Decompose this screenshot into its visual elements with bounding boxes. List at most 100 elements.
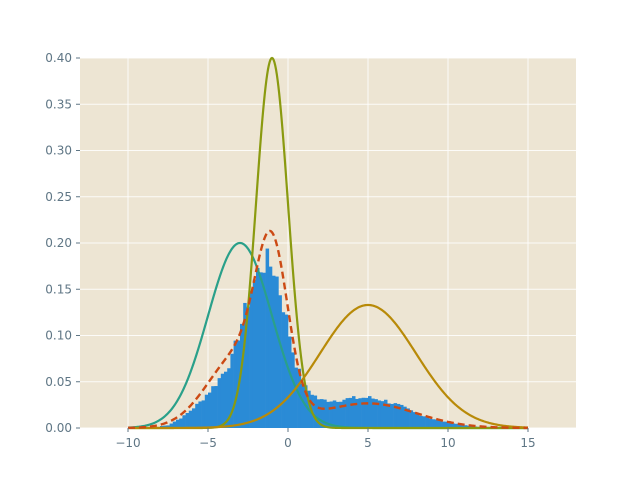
y-tick-label: 0.05 [45, 375, 72, 389]
histogram-bar [460, 425, 465, 428]
density-curve-3 [128, 303, 529, 430]
histogram-bar [182, 415, 186, 428]
histogram-bar [259, 272, 263, 428]
histogram-bar [345, 398, 350, 428]
histogram-bar [425, 417, 430, 428]
y-tick-label: 0.25 [45, 190, 72, 204]
histogram-bar [275, 276, 279, 428]
histogram-bar [396, 403, 401, 428]
histogram-bar [300, 383, 305, 428]
histogram-bar [361, 397, 366, 428]
x-tick-label: 10 [440, 436, 455, 450]
y-tick-label: 0.40 [45, 51, 72, 65]
histogram-bar [185, 412, 190, 428]
histogram-bar [198, 401, 202, 428]
histogram-bar [444, 421, 449, 428]
histogram-bar [441, 421, 446, 428]
histogram-bar [329, 401, 334, 428]
histogram-bar [163, 425, 167, 428]
histogram-bar [297, 368, 302, 428]
histogram-bar [339, 401, 343, 428]
histogram-bar [262, 272, 266, 428]
histogram-bar [412, 412, 417, 428]
histogram-bar [342, 399, 346, 428]
histogram-bar [243, 302, 247, 428]
histogram-bar [281, 312, 286, 428]
histogram-bar [380, 401, 385, 428]
histogram-bar [246, 306, 250, 428]
histogram-bar [256, 267, 260, 428]
histogram-bar [201, 400, 206, 428]
histogram-bar [428, 418, 433, 428]
histogram-bar [208, 392, 212, 428]
histogram-bar [400, 404, 404, 428]
histogram-bar [403, 406, 407, 428]
histogram-bar [192, 408, 196, 428]
density-curve-4 [127, 229, 528, 430]
histogram-bar [284, 314, 289, 428]
histogram-bar [217, 378, 222, 428]
histogram-bar [467, 425, 471, 428]
histogram-bar [368, 396, 372, 428]
histogram-bar [364, 397, 369, 428]
x-tick-label: 5 [364, 436, 372, 450]
y-tick-label: 0.20 [45, 236, 72, 250]
histogram-bar [464, 425, 468, 428]
histogram-bar [166, 425, 170, 428]
histogram-bar [371, 398, 375, 428]
histogram-bar [435, 419, 439, 428]
histogram-bar [169, 423, 174, 428]
histogram-bar [355, 398, 359, 428]
x-tick-label: −10 [115, 436, 140, 450]
y-tick-label: 0.10 [45, 329, 72, 343]
histogram-bar [406, 408, 410, 428]
histogram-bar [249, 291, 254, 428]
histogram-bar [230, 353, 234, 428]
histogram-bar [384, 399, 388, 428]
histogram-bar [278, 295, 282, 428]
histogram-bar [326, 401, 330, 428]
histogram-bar [348, 397, 353, 428]
histogram-bar [332, 400, 337, 428]
histogram-bar [320, 399, 324, 428]
histogram-bar [358, 398, 362, 428]
histogram-bar [252, 279, 257, 428]
histogram-bar [176, 419, 180, 428]
grid [80, 57, 576, 429]
x-tick-label: 15 [520, 436, 535, 450]
density-curves [127, 56, 529, 430]
histogram-bar [438, 420, 442, 428]
histogram-bar [224, 371, 228, 428]
histogram-bar [233, 340, 238, 428]
x-axis: −10 −5 0 5 10 15 [115, 428, 536, 450]
histogram-bar [265, 248, 270, 428]
histogram-bar [313, 395, 318, 428]
histogram-bar [390, 403, 394, 428]
histogram-bar [188, 410, 193, 428]
histogram-bar [448, 423, 452, 428]
histogram-bar [377, 400, 382, 428]
histogram-bar [419, 415, 423, 428]
histogram-bar [323, 399, 327, 428]
x-tick-label: 0 [284, 436, 292, 450]
histogram-bar [195, 403, 199, 428]
histogram-bar [240, 323, 244, 428]
histogram-bar [204, 394, 209, 428]
histogram-bar [268, 266, 273, 428]
histogram-bar [422, 416, 426, 428]
histogram-bar [294, 367, 298, 428]
histogram-bar [352, 396, 356, 428]
histogram-bar [409, 410, 414, 428]
histogram-bar [432, 419, 436, 428]
histogram-bar [387, 403, 391, 428]
y-tick-label: 0.15 [45, 282, 72, 296]
y-tick-label: 0.35 [45, 97, 72, 111]
histogram-bar [316, 399, 321, 428]
histogram-bar [416, 413, 420, 428]
histogram-bar [457, 424, 462, 428]
histogram-bar [227, 368, 231, 428]
histogram-bar [172, 421, 177, 428]
y-axis: 0.00 0.05 0.10 0.15 0.20 0.25 0.30 0.35 0.40 [45, 51, 80, 435]
x-tick-label: −5 [199, 436, 217, 450]
